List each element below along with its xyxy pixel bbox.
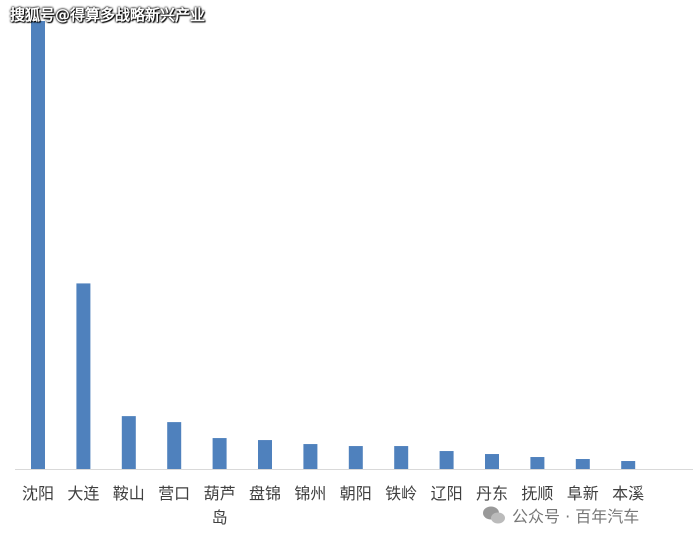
bar (76, 283, 91, 469)
x-tick-label: 本溪 (612, 484, 645, 503)
bar (258, 440, 272, 469)
x-tick-label: 铁岭 (385, 484, 418, 503)
bar (530, 457, 545, 469)
watermark: 公众号 · 百年汽车 (512, 507, 640, 526)
x-tick-label: 盘锦 (248, 484, 281, 503)
x-tick-label: 朝阳 (339, 484, 372, 503)
bar (31, 20, 45, 470)
watermark: 搜狐号@得算多战略新兴产业 (10, 6, 206, 24)
wechat-icon (483, 506, 505, 524)
x-tick-label: 辽阳 (430, 484, 463, 503)
bar (121, 416, 136, 469)
x-tick-label: 阜新 (566, 484, 599, 503)
bar (439, 451, 454, 469)
bar (303, 444, 318, 469)
x-tick-label: 大连 (67, 484, 100, 503)
x-tick-label: 沈阳 (21, 484, 54, 503)
bar (348, 446, 363, 469)
x-tick-label: 锦州 (294, 484, 327, 503)
x-tick-label: 鞍山 (112, 484, 145, 503)
bar (485, 454, 499, 469)
x-tick-label: 抚顺 (521, 484, 554, 503)
bar (621, 461, 636, 469)
x-tick-label: 葫芦岛 (203, 484, 236, 527)
bar (575, 459, 590, 469)
bar (394, 446, 409, 469)
bar (167, 422, 182, 469)
x-tick-label: 营口 (158, 484, 191, 503)
x-tick-label: 丹东 (475, 484, 508, 503)
watermark-box: 公众号 · 百年汽车 (482, 503, 639, 527)
bar (212, 438, 227, 469)
